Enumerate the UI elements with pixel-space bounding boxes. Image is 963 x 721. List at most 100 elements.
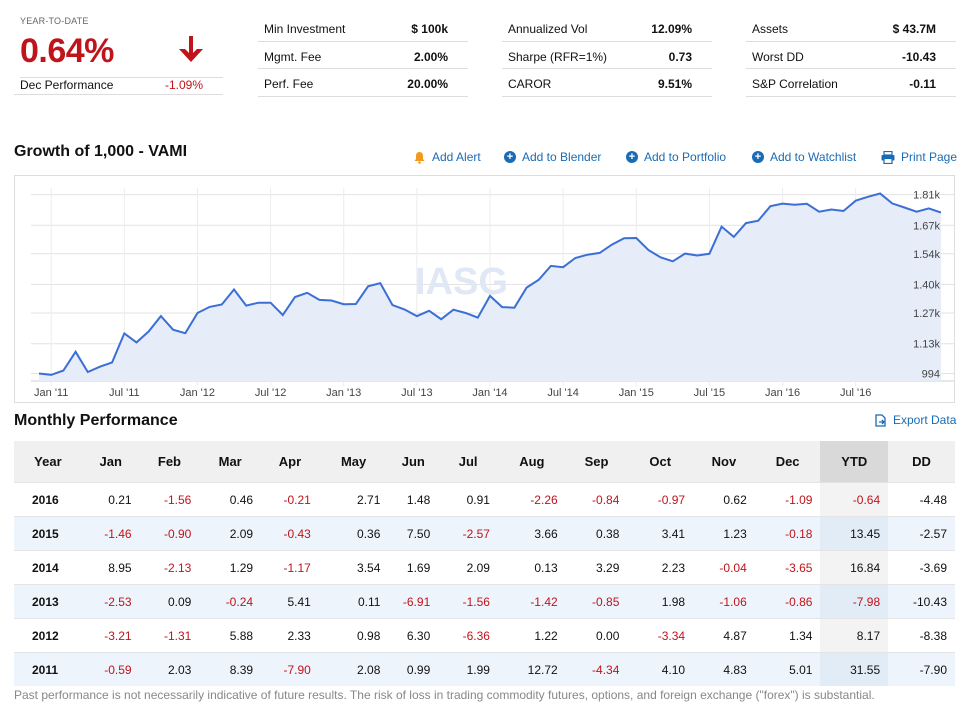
column-header: Feb (139, 441, 200, 483)
value-cell: -1.56 (438, 584, 498, 619)
value-cell: 3.41 (627, 516, 694, 551)
column-header: May (318, 441, 389, 483)
stat-row: Mgmt. Fee 2.00% (258, 41, 468, 69)
value-cell: 5.41 (261, 584, 319, 619)
value-cell: 0.36 (318, 516, 389, 551)
bell-icon (414, 151, 425, 164)
value-cell: -2.53 (81, 584, 140, 619)
column-header: Jul (438, 441, 498, 483)
dec-performance-label: Dec Performance (20, 78, 114, 92)
value-cell: 0.00 (565, 618, 628, 653)
value-cell: 4.10 (627, 652, 694, 686)
x-tick-label: Jan '15 (619, 387, 654, 399)
stat-value: -0.11 (909, 77, 936, 91)
value-cell: 2.33 (261, 618, 319, 653)
column-header: Oct (627, 441, 694, 483)
value-cell: 5.88 (199, 618, 262, 653)
y-tick-label: 994 (922, 369, 940, 381)
x-tick-label: Jan '14 (472, 387, 507, 399)
value-cell: -8.38 (888, 618, 955, 653)
x-tick-label: Jul '12 (255, 387, 286, 399)
value-cell: -7.90 (261, 652, 319, 686)
value-cell: -3.65 (754, 550, 821, 585)
down-arrow-icon (179, 36, 203, 62)
export-data-button[interactable]: Export Data (874, 413, 956, 427)
plus-circle-icon: + (752, 151, 764, 163)
growth-title: Growth of 1,000 - VAMI (14, 143, 188, 160)
value-cell: 2.23 (627, 550, 694, 585)
table-row: 2014 8.95 -2.13 1.29 -1.17 3.54 1.69 2.09 0.13 3.… (14, 550, 955, 585)
add-alert-button[interactable]: Add Alert (413, 150, 481, 164)
stat-row: Annualized Vol 12.09% (502, 14, 712, 41)
value-cell: 2.09 (438, 550, 498, 585)
x-tick-label: Jul '15 (694, 387, 725, 399)
value-cell: -0.84 (565, 482, 628, 517)
value-cell: 3.54 (318, 550, 389, 585)
value-cell: -0.18 (754, 516, 821, 551)
value-cell: -3.21 (81, 618, 140, 653)
value-cell: 4.87 (693, 618, 755, 653)
value-cell: -0.97 (627, 482, 694, 517)
value-cell: 1.29 (199, 550, 262, 585)
ytd-value: 0.64% (20, 32, 114, 70)
value-cell: -6.91 (388, 584, 439, 619)
value-cell: 0.38 (565, 516, 628, 551)
value-cell: -1.46 (81, 516, 140, 551)
x-tick-label: Jul '14 (547, 387, 578, 399)
value-cell: 4.83 (693, 652, 755, 686)
add-to-watchlist-button[interactable]: + Add to Watchlist (752, 150, 856, 164)
export-icon (875, 413, 886, 427)
stat-label: Perf. Fee (264, 77, 314, 91)
x-tick-label: Jul '13 (401, 387, 432, 399)
value-cell: -0.43 (261, 516, 319, 551)
dec-performance-row: Dec Performance -1.09% (20, 77, 223, 96)
value-cell: 0.62 (693, 482, 755, 517)
value-cell: 8.17 (820, 618, 889, 653)
stat-value: 20.00% (407, 77, 448, 91)
value-cell: -3.34 (627, 618, 694, 653)
column-header: YTD (820, 441, 889, 483)
column-header: Aug (497, 441, 566, 483)
stat-label: S&P Correlation (752, 77, 838, 91)
value-cell: -2.57 (438, 516, 498, 551)
add-to-portfolio-label: Add to Portfolio (644, 150, 727, 164)
add-to-portfolio-button[interactable]: + Add to Portfolio (626, 150, 726, 164)
stat-row: Assets $ 43.7M (746, 14, 956, 41)
vami-chart-svg: IASG Jan '11 Jul '11 Jan '12 Jul '12 Jan '13… (31, 188, 954, 399)
print-page-label: Print Page (901, 150, 958, 164)
column-header: Sep (565, 441, 628, 483)
ytd-label: YEAR-TO-DATE (20, 16, 89, 26)
column-header: Jan (81, 441, 140, 483)
value-cell: 12.72 (497, 652, 566, 686)
value-cell: -1.31 (139, 618, 200, 653)
value-cell: -4.34 (565, 652, 628, 686)
value-cell: 1.23 (693, 516, 755, 551)
column-header: Dec (754, 441, 821, 483)
value-cell: -0.59 (81, 652, 140, 686)
value-cell: -0.21 (261, 482, 319, 517)
print-page-button[interactable]: Print Page (881, 150, 957, 164)
add-alert-label: Add Alert (432, 150, 481, 164)
year-cell: 2013 (14, 584, 82, 619)
year-cell: 2015 (14, 516, 82, 551)
column-header: DD (888, 441, 955, 483)
stats-assets: Assets $ 43.7M Worst DD -10.43 S&P Correla… (746, 14, 956, 97)
stat-label: Sharpe (RFR=1%) (508, 50, 608, 64)
stat-row: Min Investment $ 100k (258, 14, 468, 41)
year-cell: 2014 (14, 550, 82, 585)
value-cell: -10.43 (888, 584, 955, 619)
value-cell: 1.48 (388, 482, 439, 517)
column-header: Jun (388, 441, 439, 483)
stats-risk: Annualized Vol 12.09% Sharpe (RFR=1%) 0.73… (502, 14, 712, 97)
monthly-table: Year Jan Feb Mar Apr May Jun Jul Aug Sep Oct Nov Dec… (14, 441, 955, 686)
plus-circle-icon: + (504, 151, 516, 163)
stat-value: 2.00% (413, 50, 448, 64)
x-tick-label: Jan '12 (180, 387, 215, 399)
value-cell: 0.11 (318, 584, 389, 619)
column-header: Apr (261, 441, 319, 483)
value-cell: 2.09 (199, 516, 262, 551)
value-cell: 8.95 (81, 550, 140, 585)
add-to-blender-button[interactable]: + Add to Blender (504, 150, 601, 164)
value-cell: -0.85 (565, 584, 628, 619)
value-cell: 1.34 (754, 618, 821, 653)
